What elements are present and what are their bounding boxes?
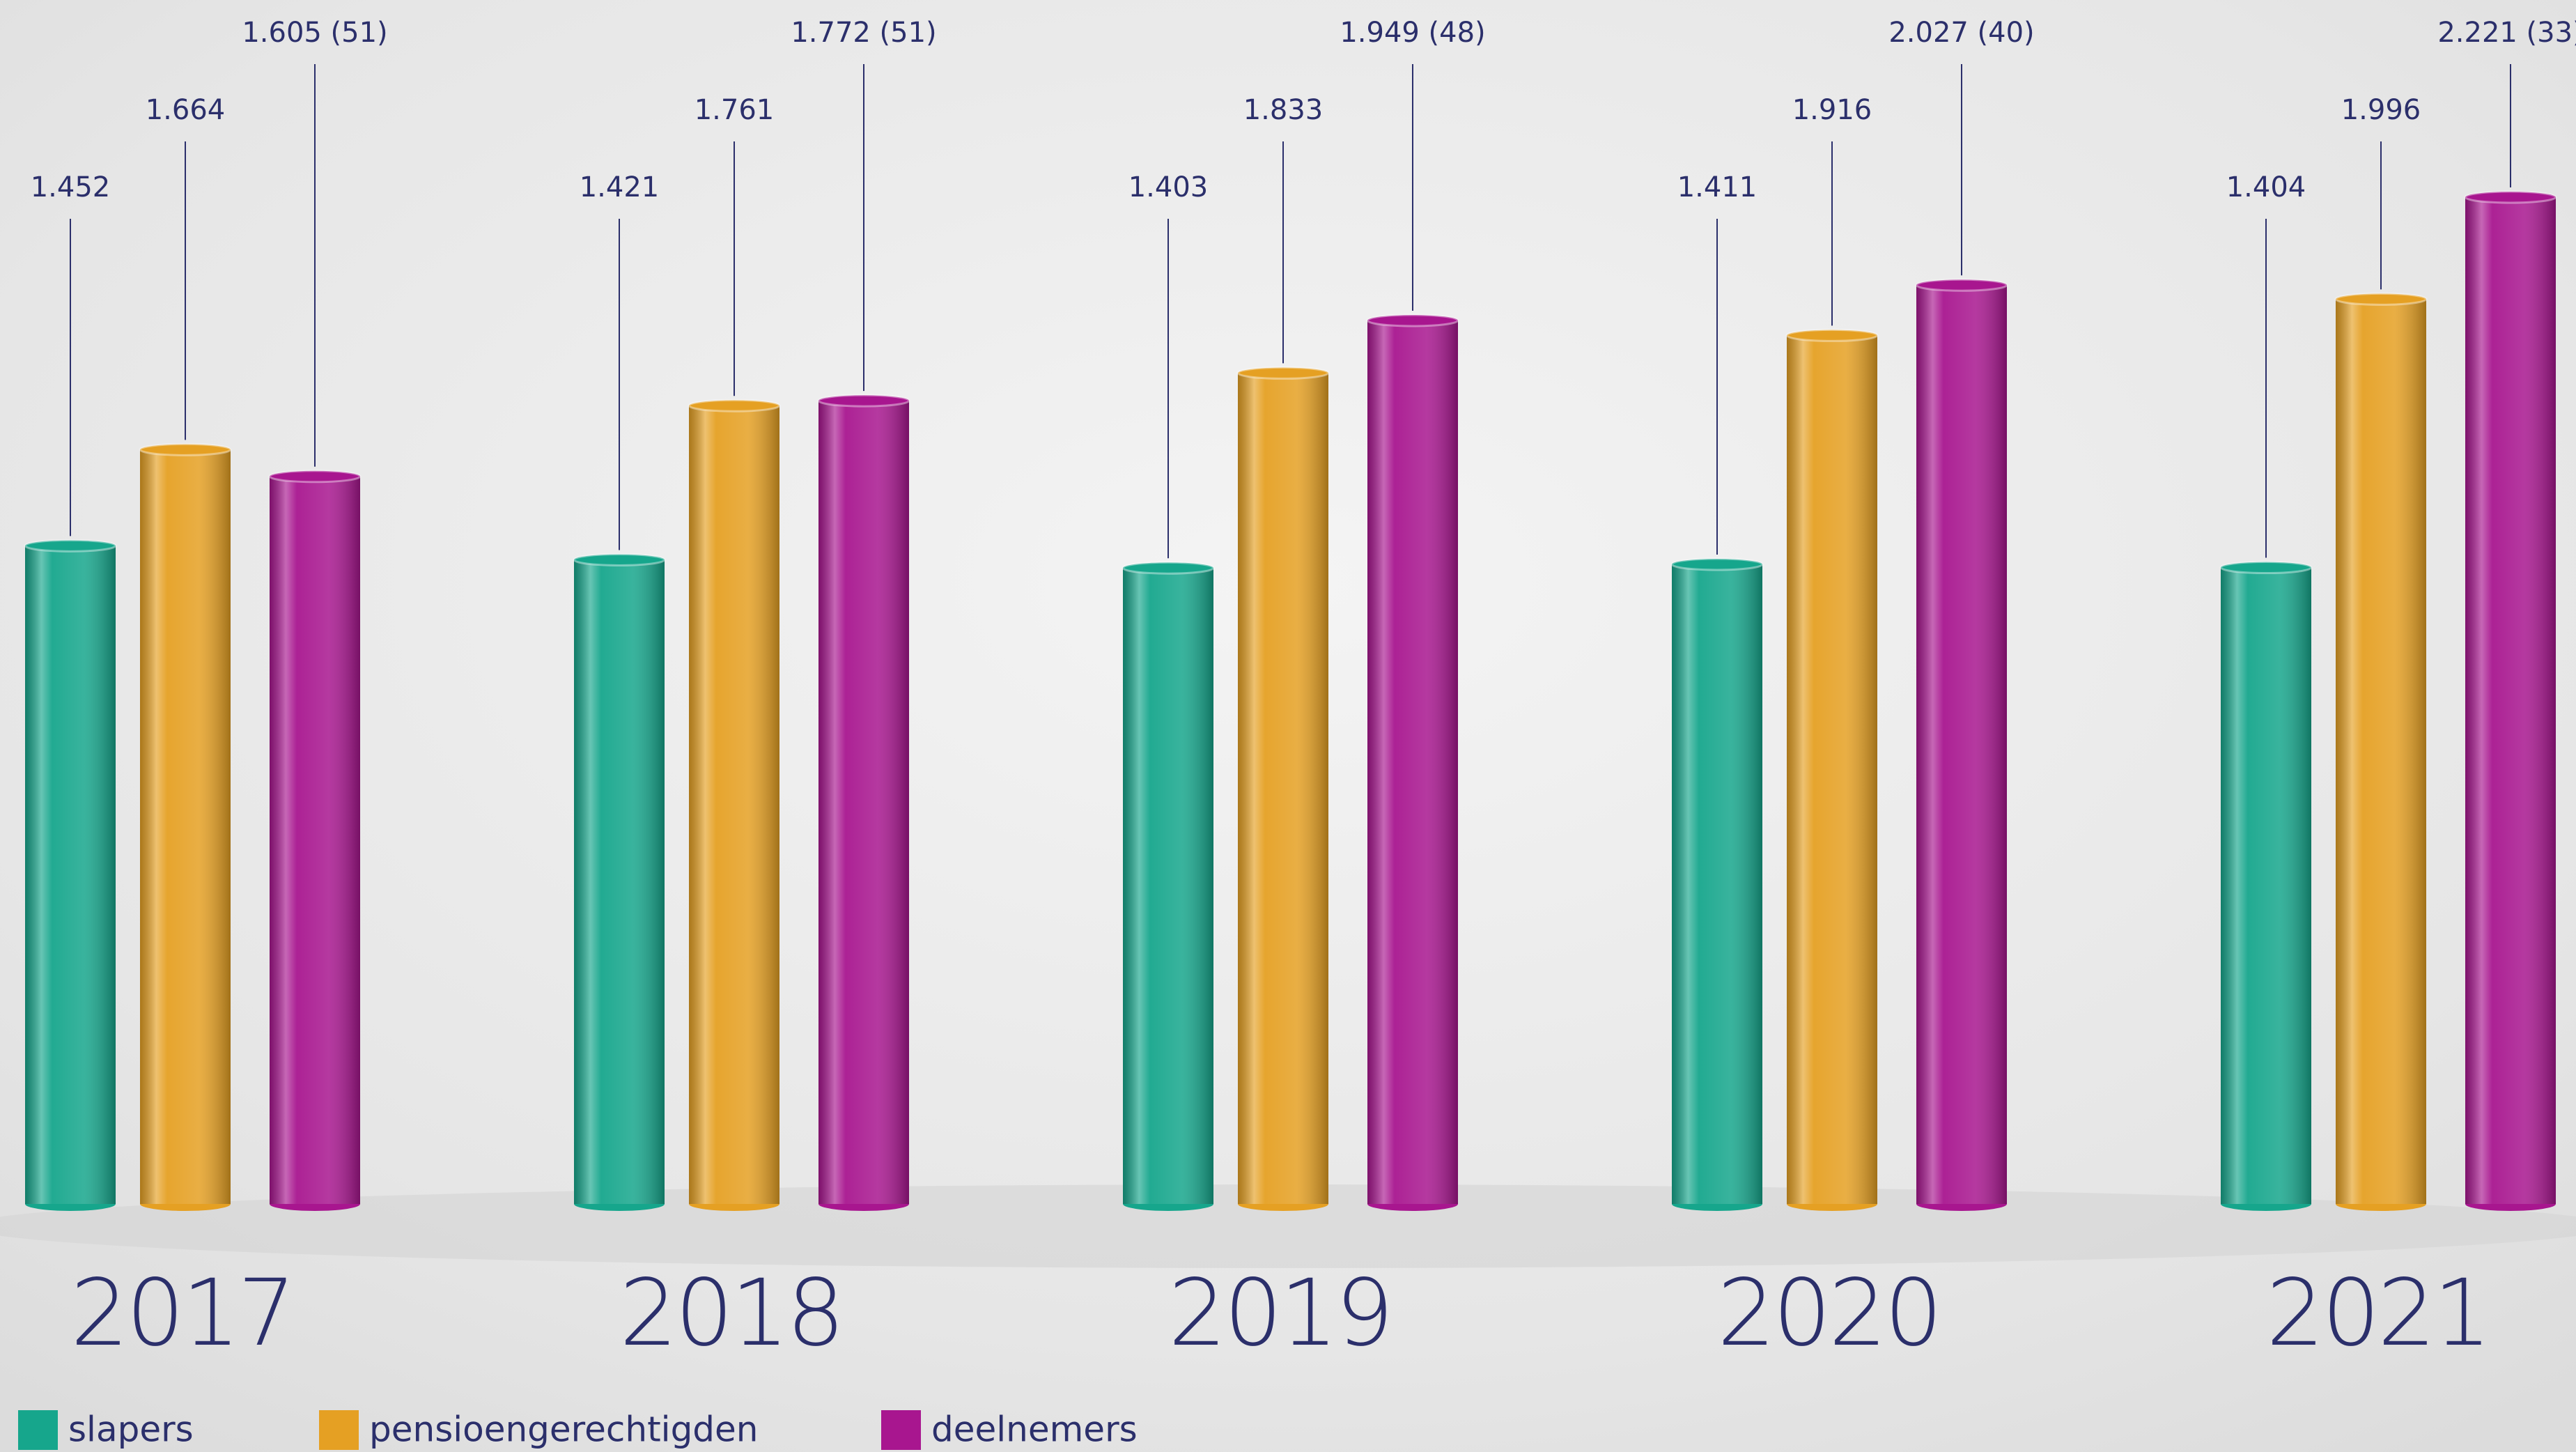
bar-top <box>1915 278 2008 292</box>
legend-swatch <box>18 1410 58 1450</box>
bar-top <box>24 539 117 553</box>
value-label: 1.404 <box>2226 171 2306 203</box>
bar-top <box>2464 190 2557 204</box>
bar-shading <box>818 401 909 1204</box>
bar-shading <box>140 449 231 1204</box>
bar-top <box>1785 328 1879 342</box>
bar-shading <box>2221 567 2311 1204</box>
bar-shading <box>2336 299 2426 1205</box>
x-tick-label: 2018 <box>619 1260 842 1367</box>
bar-top <box>1236 366 1330 380</box>
bar-shading <box>1238 373 1328 1205</box>
bar-shading <box>1916 285 2007 1205</box>
value-label: 1.996 <box>2341 94 2421 126</box>
legend-label: deelnemers <box>931 1409 1138 1450</box>
value-label: 1.833 <box>1243 94 1324 126</box>
value-label: 1.949 (48) <box>1340 17 1485 49</box>
bar-shading <box>1123 568 1213 1204</box>
x-tick-label: 2017 <box>70 1260 293 1367</box>
x-tick-label: 2019 <box>1168 1260 1391 1367</box>
value-label: 1.761 <box>695 94 775 126</box>
bar-top <box>1670 557 1764 571</box>
bar-shading <box>1672 564 1762 1204</box>
value-label: 1.403 <box>1128 171 1209 203</box>
legend-swatch <box>319 1410 359 1450</box>
bar-shading <box>2465 197 2556 1204</box>
value-label: 1.421 <box>580 171 660 203</box>
value-label: 1.605 (51) <box>242 17 387 49</box>
value-label: 1.411 <box>1677 171 1758 203</box>
value-label: 2.027 (40) <box>1888 17 2034 49</box>
bar-shading <box>1787 335 1877 1204</box>
bar-top <box>139 442 232 456</box>
bar-shading <box>1367 320 1458 1204</box>
bar-top <box>817 394 910 408</box>
bar-shading <box>689 406 779 1205</box>
value-label: 1.664 <box>146 94 226 126</box>
legend-label: slapers <box>68 1409 194 1450</box>
x-tick-label: 2021 <box>2266 1260 2489 1367</box>
bar-shading <box>270 476 360 1204</box>
value-label: 2.221 (33) <box>2437 17 2576 49</box>
bar-top <box>688 399 781 412</box>
value-label: 1.916 <box>1792 94 1872 126</box>
bar-top <box>1122 561 1215 575</box>
bar-top <box>573 553 666 566</box>
x-tick-label: 2020 <box>1717 1260 1940 1367</box>
legend-label: pensioengerechtigden <box>369 1409 759 1450</box>
bar-shading <box>25 546 116 1204</box>
legend-swatch <box>881 1410 921 1450</box>
bar-top <box>2334 292 2428 306</box>
bar-top <box>1366 314 1459 327</box>
bar-top <box>268 470 362 484</box>
value-label: 1.452 <box>31 171 111 203</box>
value-label: 1.772 (51) <box>791 17 936 49</box>
bar-top <box>2219 561 2313 575</box>
bar-shading <box>574 559 665 1204</box>
